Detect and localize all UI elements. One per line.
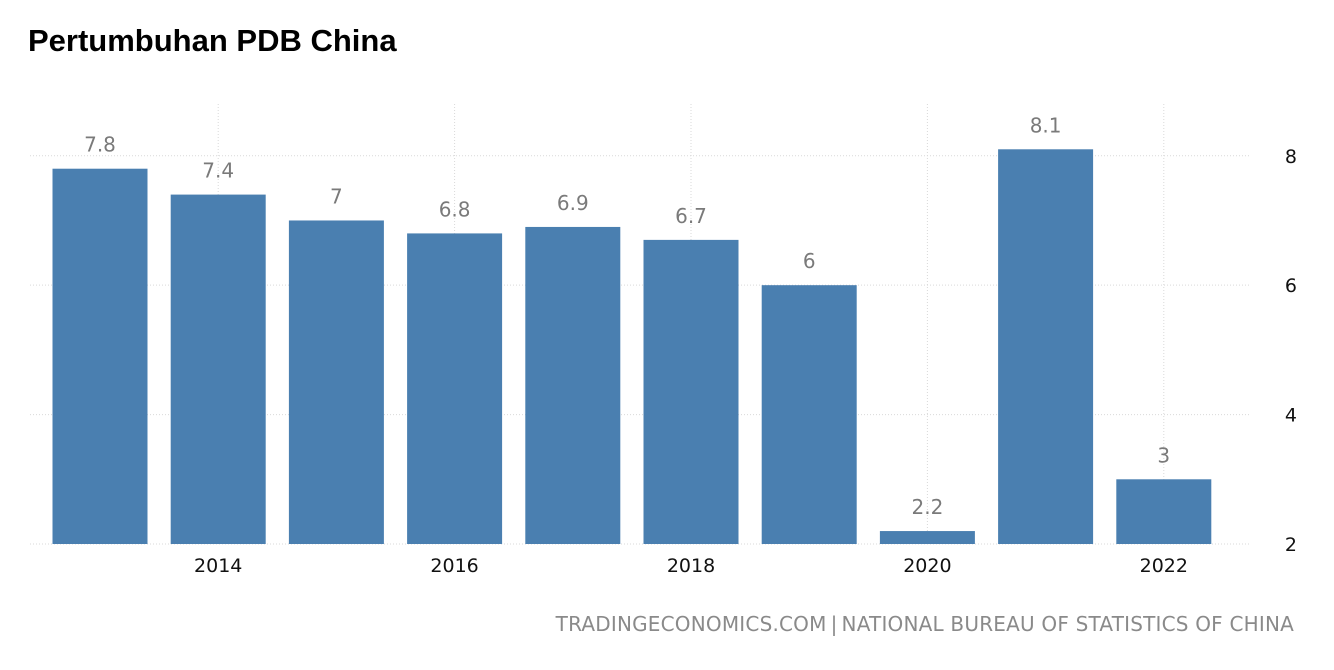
data-label-2022: 3 [1157,443,1170,467]
chart-title: Pertumbuhan PDB China [28,23,397,58]
source-footer: TRADINGECONOMICS.COM | NATIONAL BUREAU OF … [556,612,1294,636]
data-label-2016: 6.8 [439,197,471,221]
bar-2018 [643,239,739,544]
data-label-2013: 7.8 [84,133,116,157]
data-label-2018: 6.7 [675,204,707,228]
y-axis: 2 4 6 8 [1285,146,1297,556]
data-label-2015: 7 [330,184,343,208]
y-tick-label-4: 4 [1285,405,1297,427]
x-tick-label-2016: 2016 [430,555,478,577]
bar-chart: 7.8 7.4 7 6.8 6.9 6.7 6 2.2 8.1 3 2014 2016 2018 202… [30,104,1297,577]
data-label-2021: 8.1 [1030,113,1062,137]
bar-2022 [1116,479,1212,544]
source-brand[interactable]: TRADINGECONOMICS.COM [555,612,827,636]
x-tick-label-2018: 2018 [667,555,715,577]
y-tick-label-6: 6 [1285,275,1297,297]
data-label-2017: 6.9 [557,191,589,215]
y-tick-label-8: 8 [1285,146,1297,168]
data-label-2019: 6 [803,249,816,273]
bar-2020 [879,531,975,544]
bars [52,149,1212,545]
bar-2021 [998,149,1094,544]
bar-2013 [52,168,148,545]
source-separator: | [830,612,838,636]
data-labels: 7.8 7.4 7 6.8 6.9 6.7 6 2.2 8.1 3 [84,113,1170,519]
x-tick-label-2022: 2022 [1140,555,1188,577]
bar-2019 [761,285,857,544]
x-tick-label-2014: 2014 [194,555,242,577]
data-label-2020: 2.2 [911,495,943,519]
bar-2014 [170,194,266,544]
bar-2017 [525,226,621,545]
x-tick-label-2020: 2020 [903,555,951,577]
data-label-2014: 7.4 [202,159,234,183]
bar-2015 [288,220,384,544]
x-axis: 2014 2016 2018 2020 2022 [194,555,1188,577]
bar-2016 [407,233,503,545]
source-text: NATIONAL BUREAU OF STATISTICS OF CHINA [841,612,1294,636]
y-tick-label-2: 2 [1285,534,1297,556]
